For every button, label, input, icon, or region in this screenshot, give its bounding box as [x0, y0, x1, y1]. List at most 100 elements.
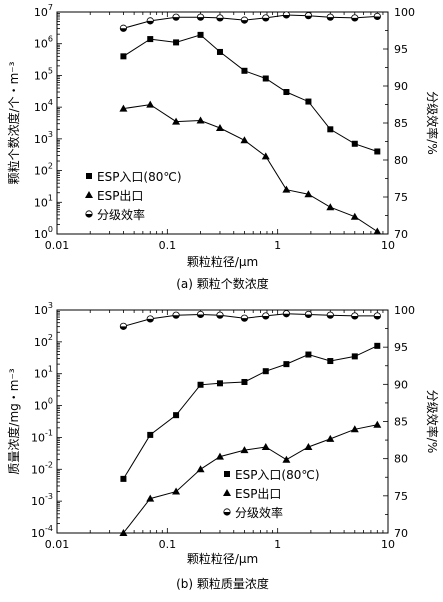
data-point: [351, 312, 359, 320]
y-tick-base: 10: [34, 133, 48, 146]
data-point: [172, 13, 180, 21]
marker-fill: [172, 17, 180, 21]
y2-tick-label: 75: [394, 490, 408, 503]
y-tick-label: 104: [34, 98, 53, 114]
data-point: [351, 353, 358, 360]
y2-tick-label: 100: [394, 304, 415, 317]
data-point: [146, 494, 155, 502]
marker-fill: [241, 20, 248, 24]
series-2: [119, 310, 381, 330]
y-tick-base: 10: [34, 101, 48, 114]
y2-axis-title: 分级效率/%: [425, 390, 440, 453]
data-point: [373, 420, 382, 428]
marker-fill: [147, 318, 154, 323]
x-tick-label: 1: [274, 538, 281, 551]
x-tick-label: 0.1: [159, 538, 177, 551]
data-point: [196, 465, 205, 473]
data-point: [147, 36, 154, 43]
y-tick-label: 107: [34, 3, 53, 19]
y-tick-label: 102: [34, 162, 53, 178]
y-tick-base: 10: [34, 336, 48, 349]
y2-tick-label: 80: [394, 154, 408, 167]
x-tick-label: 0.1: [159, 239, 177, 252]
y-tick-label: 100: [34, 397, 53, 413]
marker-fill: [120, 326, 127, 330]
data-point: [327, 358, 334, 365]
series-0: [120, 31, 381, 155]
y-tick-exponent: 1: [48, 365, 53, 374]
marker-fill: [283, 313, 290, 317]
data-point: [261, 152, 270, 160]
legend-label: ESP入口(80℃): [97, 170, 182, 184]
marker-fill: [262, 17, 269, 22]
data-point: [304, 12, 313, 20]
y2-tick-label: 70: [394, 228, 408, 241]
data-point: [216, 14, 224, 22]
y-axis-title: 质量浓度/mg・m⁻³: [6, 368, 21, 474]
data-point: [172, 117, 181, 125]
y-tick-exponent: -2: [45, 460, 53, 469]
marker-fill: [262, 315, 269, 320]
y-tick-label: 102: [34, 333, 53, 349]
y2-tick-label: 75: [394, 191, 408, 204]
marker-fill: [197, 314, 204, 318]
data-point: [146, 315, 154, 323]
marker-fill: [241, 318, 248, 322]
y-tick-base: 10: [34, 304, 48, 317]
x-tick-label: 10: [381, 538, 395, 551]
legend-label: ESP入口(80℃): [235, 468, 320, 482]
data-point: [240, 136, 249, 144]
y-tick-label: 10-2: [31, 460, 53, 476]
data-point: [304, 443, 313, 451]
y-tick-exponent: 4: [48, 98, 53, 107]
y-tick-label: 100: [34, 225, 53, 241]
data-point: [262, 14, 270, 22]
y-tick-label: 103: [34, 130, 53, 146]
data-point: [261, 443, 270, 451]
y2-tick-label: 80: [394, 453, 408, 466]
marker-fill: [327, 17, 334, 21]
data-point: [282, 185, 291, 193]
legend-label: 分级效率: [97, 207, 145, 222]
y-tick-label: 10-1: [31, 428, 53, 444]
y2-axis-title: 分级效率/%: [425, 91, 440, 154]
marker-fill: [351, 315, 358, 320]
data-point: [196, 13, 205, 21]
series-line: [123, 104, 378, 232]
legend-marker: [224, 471, 230, 477]
x-tick-label: 1: [274, 239, 281, 252]
panel-caption: (a) 颗粒个数浓度: [176, 276, 269, 291]
marker-fill: [223, 512, 231, 516]
data-point: [241, 378, 248, 385]
data-point: [304, 190, 313, 198]
data-point: [351, 140, 358, 147]
y-tick-base: 10: [34, 400, 48, 413]
y-tick-exponent: 3: [48, 130, 53, 139]
marker-fill: [216, 315, 224, 319]
y-tick-exponent: -4: [45, 524, 53, 533]
y-tick-base: 10: [31, 495, 45, 508]
data-point: [305, 351, 312, 358]
data-point: [240, 16, 249, 24]
marker-fill: [197, 17, 204, 21]
data-point: [215, 452, 224, 460]
data-point: [119, 104, 128, 112]
y-tick-label: 10-4: [31, 524, 53, 540]
marker-fill: [216, 17, 224, 22]
y-axis-title: 颗粒个数浓度/个・m⁻³: [6, 61, 21, 184]
y2-tick-label: 90: [394, 80, 408, 93]
series-2: [119, 11, 381, 32]
y2-tick-label: 85: [394, 117, 408, 130]
data-point: [216, 380, 223, 387]
y-tick-exponent: 7: [48, 3, 53, 12]
y-tick-label: 10-3: [31, 492, 53, 508]
legend-marker: [85, 210, 93, 218]
y-tick-base: 10: [34, 196, 48, 209]
y-tick-base: 10: [34, 228, 48, 241]
data-point: [262, 368, 269, 375]
series-line: [123, 313, 378, 327]
legend-label: ESP出口: [235, 487, 281, 501]
series-line: [123, 424, 378, 534]
data-point: [283, 361, 290, 368]
marker-fill: [147, 20, 154, 25]
